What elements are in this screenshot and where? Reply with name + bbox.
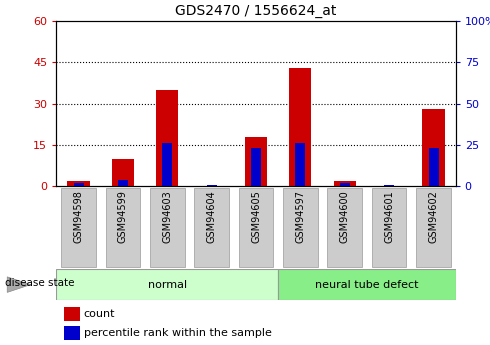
- Text: GSM94605: GSM94605: [251, 190, 261, 243]
- Text: GSM94604: GSM94604: [207, 190, 217, 243]
- FancyBboxPatch shape: [106, 188, 140, 267]
- Text: GSM94599: GSM94599: [118, 190, 128, 243]
- Text: neural tube defect: neural tube defect: [315, 280, 419, 289]
- FancyBboxPatch shape: [372, 188, 406, 267]
- Bar: [64, 307, 80, 321]
- Bar: [64, 326, 80, 339]
- Bar: [56, 269, 278, 300]
- FancyBboxPatch shape: [327, 188, 362, 267]
- FancyBboxPatch shape: [416, 188, 451, 267]
- Text: GSM94598: GSM94598: [74, 190, 83, 243]
- Bar: [289, 68, 312, 186]
- FancyBboxPatch shape: [239, 188, 273, 267]
- FancyBboxPatch shape: [283, 188, 318, 267]
- Bar: [207, 185, 217, 186]
- Bar: [156, 90, 178, 186]
- Text: GSM94602: GSM94602: [429, 190, 439, 243]
- Text: GSM94603: GSM94603: [162, 190, 172, 243]
- Polygon shape: [7, 277, 30, 292]
- Text: percentile rank within the sample: percentile rank within the sample: [83, 328, 271, 338]
- Bar: [278, 269, 456, 300]
- Text: GSM94600: GSM94600: [340, 190, 350, 243]
- Bar: [162, 143, 172, 186]
- Bar: [422, 109, 444, 186]
- Text: count: count: [83, 309, 115, 319]
- Bar: [384, 185, 394, 186]
- Text: GSM94601: GSM94601: [384, 190, 394, 243]
- Bar: [112, 159, 134, 186]
- Bar: [74, 183, 83, 186]
- Bar: [245, 137, 267, 186]
- Bar: [295, 143, 305, 186]
- Bar: [340, 183, 350, 186]
- Bar: [251, 148, 261, 186]
- Title: GDS2470 / 1556624_at: GDS2470 / 1556624_at: [175, 4, 337, 18]
- Text: GSM94597: GSM94597: [295, 190, 305, 244]
- Text: disease state: disease state: [5, 278, 74, 288]
- FancyBboxPatch shape: [195, 188, 229, 267]
- Bar: [334, 181, 356, 186]
- FancyBboxPatch shape: [150, 188, 185, 267]
- FancyBboxPatch shape: [61, 188, 96, 267]
- Bar: [429, 148, 439, 186]
- Bar: [68, 181, 90, 186]
- Bar: [118, 180, 128, 186]
- Text: normal: normal: [147, 280, 187, 289]
